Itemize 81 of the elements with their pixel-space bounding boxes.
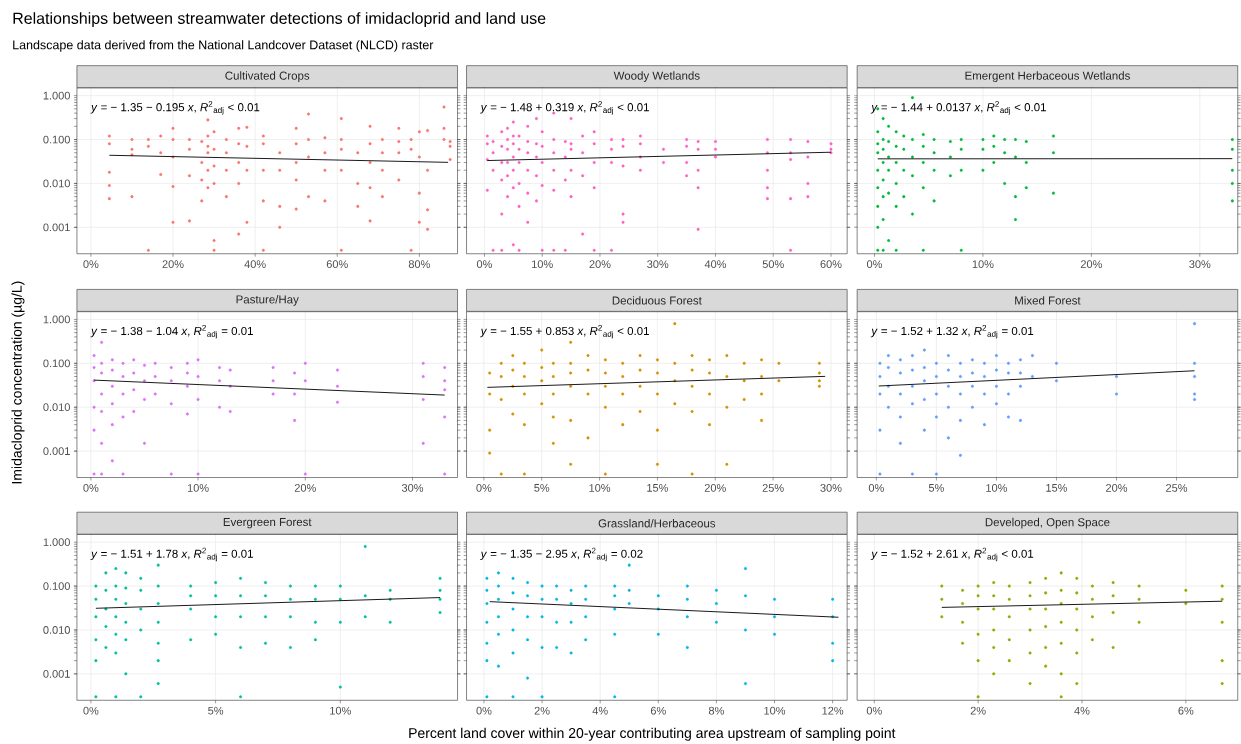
x-tick-label: 40% [704,260,727,268]
x-tick-label: 60% [820,260,842,268]
x-tick-label: 2% [534,706,550,715]
annotation: y = − 1.48 + 0.319 x, R$^{2}$$_{adj}$ < 0.01 [480,101,649,115]
x-tick-label: 50% [762,260,784,268]
x-tick-label: 5% [928,483,944,492]
annotation: y = − 1.44 + 0.0137 x, R$^{2}$$_{adj}$ < 0.01 [870,101,1046,115]
x-tick-label: 12% [822,706,844,715]
x-tick-label: 20% [589,260,611,268]
x-tick-label: 15% [1046,483,1068,492]
y-tick-label: 0.100 [43,359,70,368]
y-tick-label: 0.010 [43,625,70,634]
chart-title: Relationships between streamwater detections of imidacloprid and land use [13,12,546,27]
x-tick-label: 30% [1189,260,1211,268]
x-tick-label: 25% [1166,483,1188,492]
y-tick-label: 0.100 [43,135,70,144]
x-tick-label: 20% [1080,260,1102,268]
y-tick-label: 1.000 [43,91,70,100]
x-tick-label: 0% [476,260,492,268]
text: Developed, Open Space [985,517,1110,529]
y-tick-label: 0.001 [43,223,70,232]
x-tick-label: 0% [476,483,492,492]
y-tick-label: 0.100 [43,582,70,590]
x-tick-label: 6% [650,706,666,715]
annotation: y = − 1.55 + 0.853 x, R$^{2}$$_{adj}$ < 0.01 [480,324,649,339]
x-tick-label: 10% [330,706,351,715]
x-tick-label: 15% [647,483,669,492]
x-tick-label: 6% [1178,706,1194,715]
x-tick-label: 4% [1074,706,1090,715]
annotation: y = − 1.52 + 2.61 x, R$^{2}$$_{adj}$ < 0.01 [870,547,1034,562]
y-tick-label: 1.000 [43,315,70,324]
y-tick-label: 0.010 [43,179,70,188]
x-tick-label: 0% [83,706,99,715]
x-tick-label: 10% [972,260,994,268]
annotation: y = − 1.38 − 1.04 x, R$^{2}$$_{adj}$ = 0.01 [90,324,253,339]
y-tick-label: 1.000 [43,538,70,546]
text: Evergreen Forest [223,517,312,529]
x-tick-label: 80% [408,260,430,268]
x-tick-label: 0% [866,260,883,268]
x-tick-label: 40% [244,260,266,268]
annotation: y = − 1.52 + 1.32 x, R$^{2}$$_{adj}$ = 0.01 [870,324,1034,339]
x-tick-label: 60% [326,260,348,268]
x-tick-label: 20% [704,483,726,492]
text: Mixed Forest [1015,296,1081,305]
text: Woody Wetlands [613,71,700,82]
y-tick-label: 0.001 [43,669,70,678]
y-tick-label: 0.001 [43,447,70,455]
text: Pasture/Hay [236,294,299,306]
x-tick-label: 10% [532,260,553,268]
x-tick-label: 4% [592,706,608,715]
x-tick-label: 0% [83,483,99,492]
x-tick-label: 10% [764,706,786,715]
x-tick-label: 0% [83,260,99,268]
x-tick-label: 25% [762,483,784,492]
x-axis-title: Percent land cover within 20-year contributing area upstream of sampling point [409,727,896,741]
y-tick-label: 0.010 [43,403,70,411]
annotation: y = − 1.51 + 1.78 x, R$^{2}$$_{adj}$ = 0.01 [90,547,253,562]
x-tick-label: 5% [208,706,224,715]
chart-subtitle: Landscape data derived from the National Landcover Dataset (NLCD) raster [13,40,434,52]
x-tick-label: 10% [589,483,611,492]
x-tick-label: 30% [647,260,669,268]
x-tick-label: 0% [868,483,884,492]
y-axis-title: Imidacloprid concentration (µg/L) [11,281,25,484]
annotation: y = − 1.35 − 2.95 x, R$^{2}$$_{adj}$ = 0.02 [480,547,643,562]
x-tick-label: 30% [820,483,842,492]
text: Emergent Herbaceous Wetlands [965,71,1130,82]
x-tick-label: 0% [476,706,492,715]
x-tick-label: 5% [534,483,550,492]
x-tick-label: 20% [162,260,184,268]
text: Deciduous Forest [612,296,702,305]
text: Grassland/Herbaceous [598,518,716,528]
x-tick-label: 8% [708,706,724,715]
x-tick-label: 10% [986,483,1008,492]
x-tick-label: 0% [866,706,882,715]
x-tick-label: 10% [187,483,209,492]
x-tick-label: 20% [1106,483,1128,492]
x-tick-label: 2% [970,706,986,715]
annotation: y = − 1.35 − 0.195 x, R$^{2}$$_{adj}$ < 0.01 [90,101,260,115]
x-tick-label: 20% [294,483,316,492]
x-tick-label: 30% [401,483,424,492]
text: Cultivated Crops [225,71,310,82]
